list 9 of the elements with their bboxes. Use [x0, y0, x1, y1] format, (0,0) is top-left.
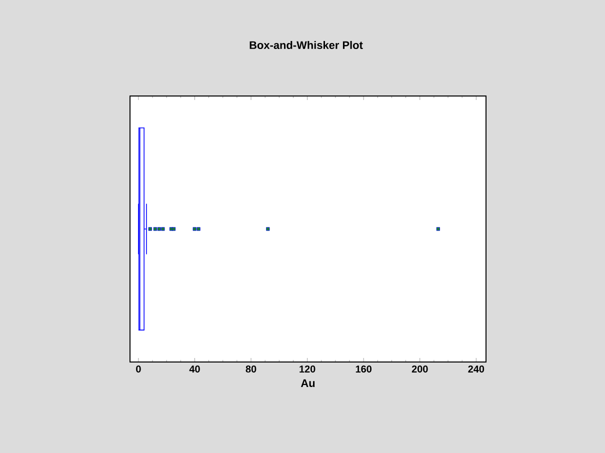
x-tick-label: 120 — [300, 366, 316, 373]
x-tick-label: 80 — [246, 366, 256, 373]
x-tick-label: 40 — [189, 366, 200, 373]
x-tick-label: 0 — [136, 366, 141, 373]
chart-title: Box-and-Whisker Plot — [250, 40, 363, 50]
x-axis-title: Au — [300, 379, 315, 388]
x-tick-label: 200 — [412, 366, 428, 373]
x-tick-label: 160 — [356, 366, 372, 373]
x-tick-label: 240 — [468, 366, 484, 373]
